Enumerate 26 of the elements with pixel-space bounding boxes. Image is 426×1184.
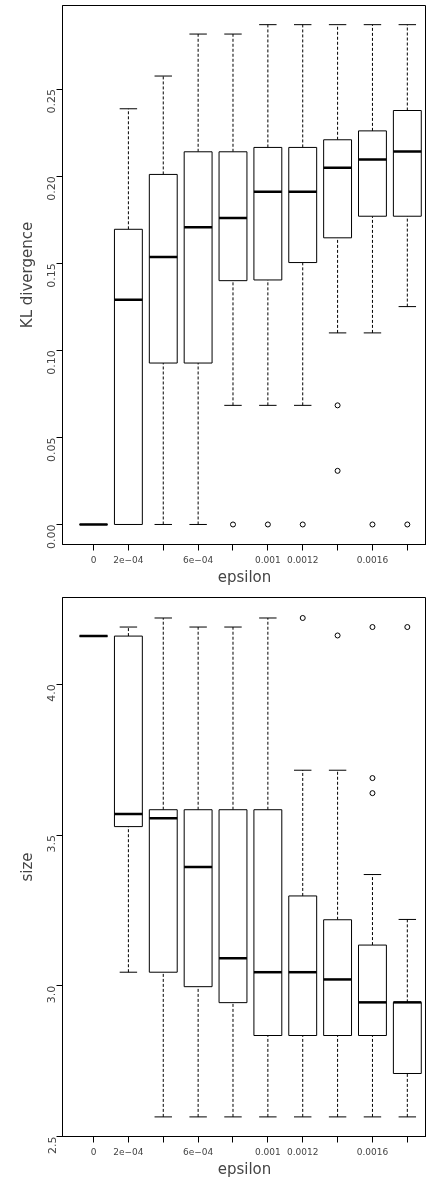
y-tick-label: 0.00 xyxy=(45,524,59,549)
y-tick-label: 0.20 xyxy=(45,176,59,201)
y-tick-label: 3.0 xyxy=(45,985,59,1004)
y-tick-label: 0.10 xyxy=(45,350,59,375)
x-tick-label: 6e−04 xyxy=(183,1146,214,1157)
x-tick-label: 0 xyxy=(90,554,97,565)
y-tick-label: 0.25 xyxy=(45,89,59,114)
x-tick-label: 2e−04 xyxy=(113,554,144,565)
x-tick-label: 0.001 xyxy=(254,1146,281,1157)
x-tick-label: 0.0012 xyxy=(286,1146,319,1157)
x-tick-label: 6e−04 xyxy=(183,554,214,565)
y-tick-label: 0.15 xyxy=(45,263,59,288)
x-tick-label: 0.0012 xyxy=(286,554,319,565)
x-tick-label: 0.0016 xyxy=(356,1146,389,1157)
x-tick-label: 0 xyxy=(90,1146,97,1157)
y-tick-label: 4.0 xyxy=(45,684,59,702)
x-tick-label: 0.001 xyxy=(254,554,281,565)
y-tick-label: 0.05 xyxy=(45,437,59,462)
y-axis-title: size xyxy=(17,852,36,882)
x-tick-label: 0.0016 xyxy=(356,554,389,565)
y-tick-label: 3.5 xyxy=(45,835,59,853)
x-tick-label: 2e−04 xyxy=(113,1146,144,1157)
y-tick-label: 2.5 xyxy=(45,1136,59,1154)
y-axis-title: KL divergence xyxy=(17,221,36,329)
x-axis-title: epsilon xyxy=(217,567,272,586)
x-axis-title: epsilon xyxy=(217,1159,272,1178)
